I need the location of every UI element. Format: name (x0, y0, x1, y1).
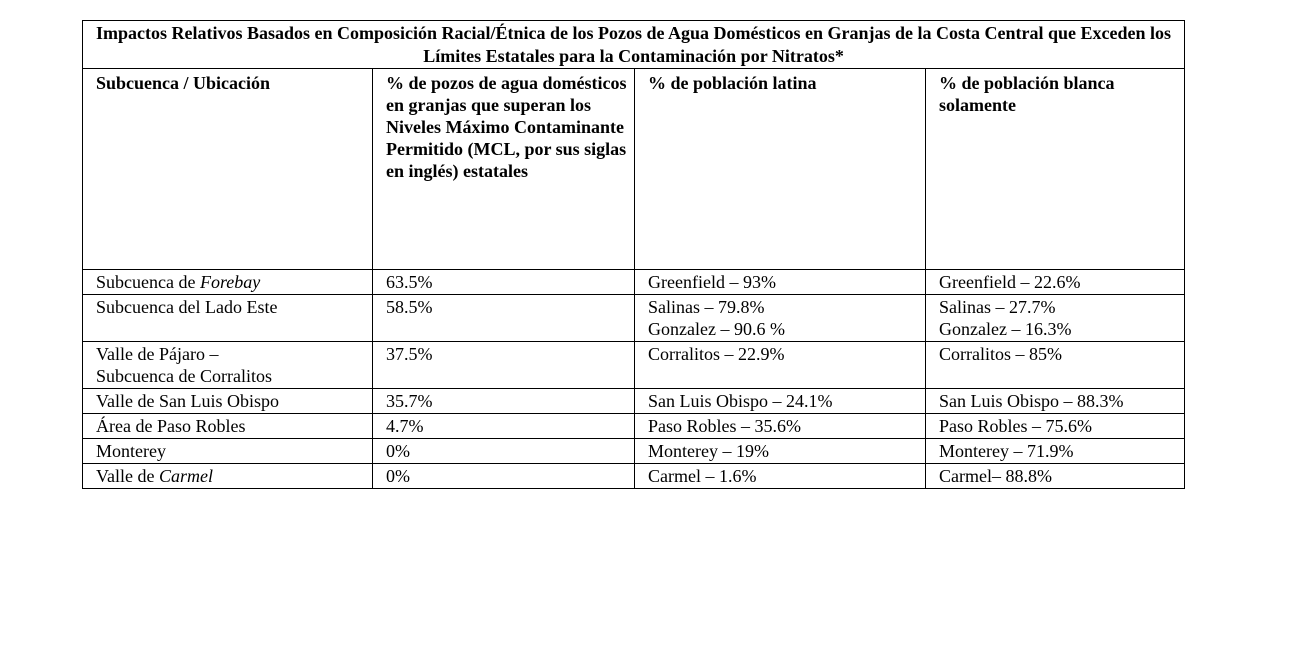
latina-cell: Carmel – 1.6% (634, 463, 926, 489)
header-latino-population: % de población latina (634, 68, 926, 270)
table-row: Monterey 0% Monterey – 19% Monterey – 71… (82, 438, 1186, 464)
table-title: Impactos Relativos Basados en Composició… (81, 20, 1186, 69)
wells-cell: 58.5% (372, 294, 635, 342)
table-row: Valle de Carmel 0% Carmel – 1.6% Carmel–… (82, 463, 1186, 489)
header-white-population: % de población blanca solamente (924, 68, 1186, 270)
latina-cell: San Luis Obispo – 24.1% (634, 388, 926, 414)
location-cell: Subcuenca de Forebay (82, 269, 373, 295)
location-cell: Valle de Carmel (82, 463, 373, 489)
table-row: Área de Paso Robles 4.7% Paso Robles – 3… (82, 413, 1186, 439)
blanca-cell: Monterey – 71.9% (924, 438, 1186, 464)
latina-cell: Monterey – 19% (634, 438, 926, 464)
nitrate-impact-table: Impactos Relativos Basados en Composició… (81, 20, 1186, 489)
location-cell: Monterey (82, 438, 373, 464)
table-row: Subcuenca del Lado Este 58.5% Salinas – … (82, 294, 1186, 342)
header-location: Subcuenca / Ubicación (82, 68, 373, 270)
location-cell: Subcuenca del Lado Este (82, 294, 373, 342)
wells-cell: 4.7% (372, 413, 635, 439)
table-row: Valle de San Luis Obispo 35.7% San Luis … (82, 388, 1186, 414)
location-cell: Valle de San Luis Obispo (82, 388, 373, 414)
wells-cell: 0% (372, 438, 635, 464)
location-cell: Área de Paso Robles (82, 413, 373, 439)
latina-cell: Greenfield – 93% (634, 269, 926, 295)
wells-cell: 37.5% (372, 341, 635, 389)
location-cell: Valle de Pájaro – Subcuenca de Corralitos (82, 341, 373, 389)
wells-cell: 35.7% (372, 388, 635, 414)
blanca-cell: San Luis Obispo – 88.3% (924, 388, 1186, 414)
latina-cell: Paso Robles – 35.6% (634, 413, 926, 439)
latina-cell: Corralitos – 22.9% (634, 341, 926, 389)
blanca-cell: Greenfield – 22.6% (924, 269, 1186, 295)
table-row: Subcuenca de Forebay 63.5% Greenfield – … (82, 269, 1186, 295)
blanca-cell: Salinas – 27.7% Gonzalez – 16.3% (924, 294, 1186, 342)
blanca-cell: Corralitos – 85% (924, 341, 1186, 389)
wells-cell: 63.5% (372, 269, 635, 295)
latina-cell: Salinas – 79.8% Gonzalez – 90.6 % (634, 294, 926, 342)
wells-cell: 0% (372, 463, 635, 489)
blanca-cell: Paso Robles – 75.6% (924, 413, 1186, 439)
blanca-cell: Carmel– 88.8% (924, 463, 1186, 489)
table-row: Valle de Pájaro – Subcuenca de Corralitos… (82, 341, 1186, 389)
header-wells-exceeding-mcl: % de pozos de agua domésticos en granjas… (372, 68, 635, 270)
